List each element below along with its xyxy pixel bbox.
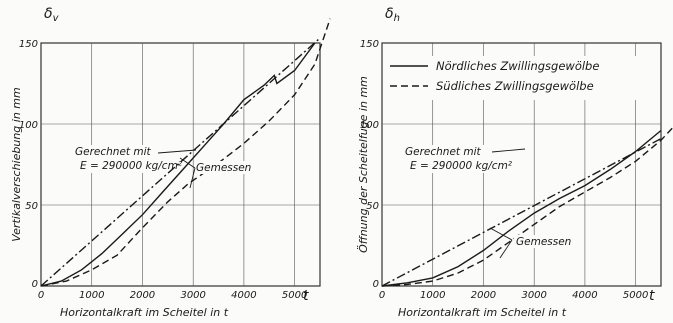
y-tick-label: 50 [366, 201, 379, 212]
y-tick-label: 0 [373, 279, 379, 290]
series-line-solid [381, 129, 662, 287]
annotation-backdrop [194, 161, 252, 174]
calc-annotation-line1: Gerechnet mit [405, 146, 482, 158]
x-tick-label: 2000 [130, 290, 155, 301]
annotation-backdrop [514, 235, 572, 248]
y-axis-symbol: δh [385, 6, 400, 24]
calc-leader-line [157, 149, 197, 154]
series-line-dashed [381, 126, 673, 287]
x-tick-label: 0 [379, 290, 385, 301]
y-tick-label: 100 [19, 120, 38, 131]
y-tick-label: 0 [32, 279, 38, 290]
x-tick-label: 5000 [623, 290, 648, 301]
legend-entry-label: Nördliches Zwillingsgewölbe [436, 59, 599, 73]
legend-backdrop [388, 56, 651, 100]
left-chart-panel: 0 1000 2000 3000 4000 5000 50 100 150 0 δv Vertikal… [10, 6, 331, 319]
calc-leader-line [491, 148, 526, 153]
x-tick-label: 3000 [180, 290, 205, 301]
y-tick-label: 50 [25, 201, 38, 212]
y-axis-symbol: δv [44, 6, 60, 24]
calc-annotation-line2: E = 290000 kg/cm² [410, 160, 513, 172]
measured-leader-line [489, 227, 513, 241]
series-line-dashdot [381, 137, 662, 287]
calc-annotation-line2: E = 290000 kg/cm² [80, 160, 183, 172]
right-chart-panel: 0 1000 2000 3000 4000 5000 50 100 150 0 δh Öffnung … [357, 6, 673, 319]
x-axis-unit: t [303, 288, 309, 304]
y-tick-label: 100 [360, 120, 379, 131]
x-tick-label: 3000 [521, 290, 546, 301]
measured-leader-line [179, 157, 196, 169]
y-axis-label: Vertikalverschiebung in mm [10, 87, 23, 241]
annotation-backdrop [73, 145, 163, 173]
x-axis-unit: t [649, 288, 655, 304]
x-tick-label: 5000 [282, 290, 307, 301]
legend-entry-label: Südliches Zwillingsgewölbe [436, 79, 594, 93]
measured-leader-line [499, 239, 513, 259]
y-tick-label: 150 [19, 39, 38, 50]
plot-frame [40, 42, 321, 287]
x-tick-label: 4000 [572, 290, 597, 301]
y-axis-label: Öffnung der Scheitelfuge in mm [357, 76, 370, 253]
x-tick-label: 0 [38, 290, 44, 301]
x-axis-label: Horizontalkraft im Scheitel in t [398, 306, 567, 319]
series-line-solid [40, 42, 316, 287]
x-axis-label: Horizontalkraft im Scheitel in t [60, 306, 229, 319]
x-tick-label: 1000 [420, 290, 445, 301]
calc-annotation-line1: Gerechnet mit [75, 146, 152, 158]
series-line-dashed [40, 18, 331, 287]
measured-annotation: Gemessen [196, 162, 251, 174]
x-tick-label: 1000 [79, 290, 104, 301]
y-tick-label: 150 [360, 39, 379, 50]
series-line-dashdot [40, 37, 321, 287]
plot-frame [381, 42, 662, 287]
x-tick-label: 2000 [471, 290, 496, 301]
annotation-backdrop [403, 145, 493, 173]
x-tick-label: 4000 [231, 290, 256, 301]
measured-leader-line [189, 167, 196, 189]
measured-annotation: Gemessen [516, 236, 571, 248]
